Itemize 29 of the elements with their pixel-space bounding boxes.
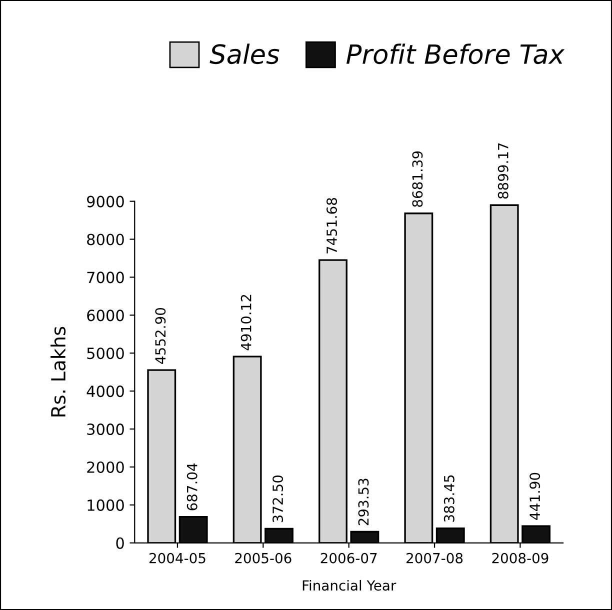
data-label: 7451.68 — [326, 198, 338, 254]
data-label: 441.90 — [530, 472, 540, 520]
data-label: 687.04 — [186, 463, 198, 510]
y-tick-label: 6000 — [87, 310, 124, 322]
y-tick-label: 0 — [116, 537, 124, 549]
data-label: 8899.17 — [498, 143, 508, 199]
y-tick-label: 4000 — [86, 386, 124, 398]
x-tick-label: 2005-06 — [235, 552, 292, 564]
data-label: 4552.90 — [155, 308, 166, 364]
legend-label: Sales — [210, 44, 280, 64]
legend-label: Profit Before Tax — [346, 44, 565, 64]
y-tick-label: 3000 — [87, 424, 124, 436]
data-label: 383.45 — [444, 475, 454, 522]
data-label: 293.53 — [358, 478, 369, 526]
y-tick-label: 2000 — [87, 461, 124, 474]
y-tick-label: 8000 — [87, 234, 124, 246]
y-axis-title: Rs. Lakhs — [50, 326, 66, 416]
y-tick-label: 7000 — [87, 272, 124, 284]
y-tick-label: 9000 — [87, 196, 124, 208]
data-label: 4910.12 — [240, 294, 252, 350]
data-label: 372.50 — [272, 476, 284, 522]
y-tick-label: 1000 — [88, 499, 124, 511]
x-tick-label: 2004-05 — [149, 552, 206, 564]
x-tick-label: 2007-08 — [406, 552, 463, 564]
x-tick-label: 2006-07 — [320, 552, 377, 564]
x-tick-label: 2008-09 — [492, 552, 548, 564]
data-label: 8681.39 — [412, 151, 423, 207]
y-tick-label: 5000 — [87, 348, 124, 360]
x-axis-title: Financial Year — [302, 580, 396, 591]
